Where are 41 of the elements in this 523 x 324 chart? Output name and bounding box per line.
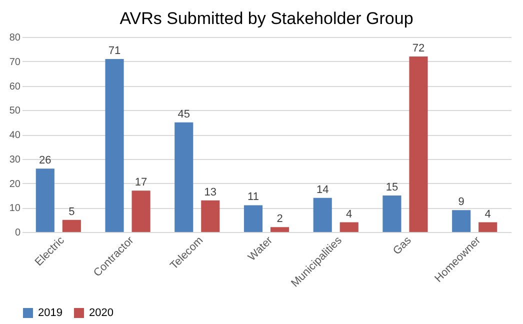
y-tick-label: 50 bbox=[9, 106, 21, 117]
data-label: 45 bbox=[178, 108, 190, 120]
y-tick-label: 60 bbox=[9, 81, 21, 92]
y-tick-label: 10 bbox=[9, 203, 21, 214]
data-label: 4 bbox=[484, 208, 491, 220]
data-label: 17 bbox=[134, 176, 148, 189]
bar bbox=[132, 190, 150, 232]
bar bbox=[244, 205, 263, 232]
bar bbox=[409, 56, 428, 232]
y-tick-label: 40 bbox=[9, 130, 21, 141]
chart-title: AVRs Submitted by Stakeholder Group bbox=[120, 9, 414, 28]
y-tick-label: 80 bbox=[9, 32, 21, 44]
data-label: 14 bbox=[316, 184, 329, 196]
y-tick-label: 30 bbox=[9, 154, 21, 166]
data-label: 9 bbox=[458, 196, 464, 208]
data-label: 13 bbox=[204, 186, 217, 198]
bar bbox=[382, 195, 402, 232]
data-label: 15 bbox=[386, 181, 398, 194]
data-label: 4 bbox=[346, 208, 352, 220]
bar bbox=[36, 168, 54, 232]
data-label: 5 bbox=[68, 206, 75, 218]
legend-label: 2020 bbox=[89, 307, 114, 319]
y-tick-label: 20 bbox=[9, 178, 21, 190]
bar bbox=[105, 58, 124, 232]
x-tick-label: Gas bbox=[390, 234, 414, 258]
bar bbox=[478, 222, 498, 232]
y-tick-label: 70 bbox=[9, 56, 21, 68]
data-label: 11 bbox=[248, 191, 259, 204]
bar bbox=[270, 227, 290, 232]
bar bbox=[174, 122, 194, 232]
legend-label: 2019 bbox=[38, 307, 62, 319]
bar bbox=[201, 200, 220, 232]
data-label: 71 bbox=[108, 44, 121, 57]
bar bbox=[313, 198, 332, 232]
data-label: 72 bbox=[412, 42, 425, 54]
y-tick-label: 0 bbox=[14, 228, 21, 238]
data-label: 26 bbox=[39, 154, 52, 167]
bar bbox=[452, 210, 471, 232]
bar bbox=[340, 222, 358, 232]
data-label: 2 bbox=[276, 213, 283, 226]
bar bbox=[62, 220, 81, 232]
